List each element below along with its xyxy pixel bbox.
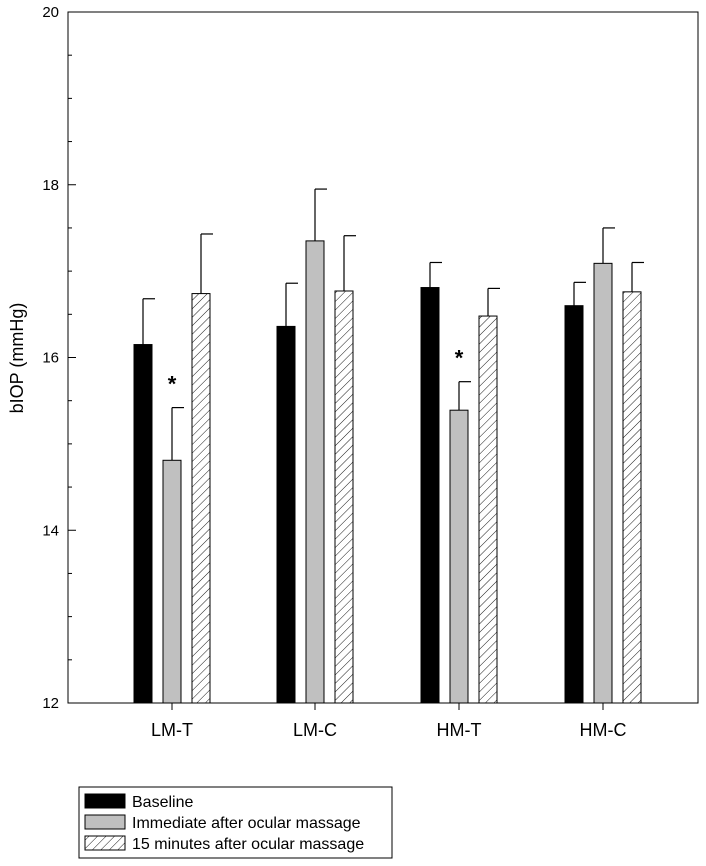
bar xyxy=(133,344,153,704)
y-tick-label: 16 xyxy=(42,350,59,367)
significance-star: * xyxy=(455,346,464,371)
significance-star: * xyxy=(168,372,177,397)
y-tick-label: 14 xyxy=(42,522,59,539)
bar xyxy=(334,290,354,704)
bar xyxy=(449,409,469,704)
bar xyxy=(593,262,613,704)
legend-label: Immediate after ocular massage xyxy=(132,815,361,832)
bar xyxy=(564,305,584,704)
y-tick-label: 18 xyxy=(42,177,59,194)
legend-swatch xyxy=(84,814,126,830)
legend-box xyxy=(78,786,393,859)
legend: Baseline Immediate after ocular massage 15… xyxy=(78,786,393,859)
bar xyxy=(478,315,498,704)
x-tick-label: LM-C xyxy=(293,720,337,740)
bar xyxy=(276,325,296,704)
legend-swatch xyxy=(84,835,126,851)
legend-label: 15 minutes after ocular massage xyxy=(132,836,364,853)
bar xyxy=(305,240,325,704)
bar xyxy=(162,459,182,704)
y-axis-label: bIOP (mmHg) xyxy=(7,303,27,414)
y-tick-label: 20 xyxy=(42,4,59,21)
x-tick-label: LM-T xyxy=(151,720,193,740)
legend-swatch xyxy=(84,793,126,809)
x-tick-label: HM-T xyxy=(437,720,482,740)
y-tick-label: 12 xyxy=(42,695,59,712)
bar xyxy=(191,293,211,704)
legend-label: Baseline xyxy=(132,794,193,811)
bar xyxy=(622,291,642,704)
bar xyxy=(420,287,440,704)
x-tick-label: HM-C xyxy=(580,720,627,740)
